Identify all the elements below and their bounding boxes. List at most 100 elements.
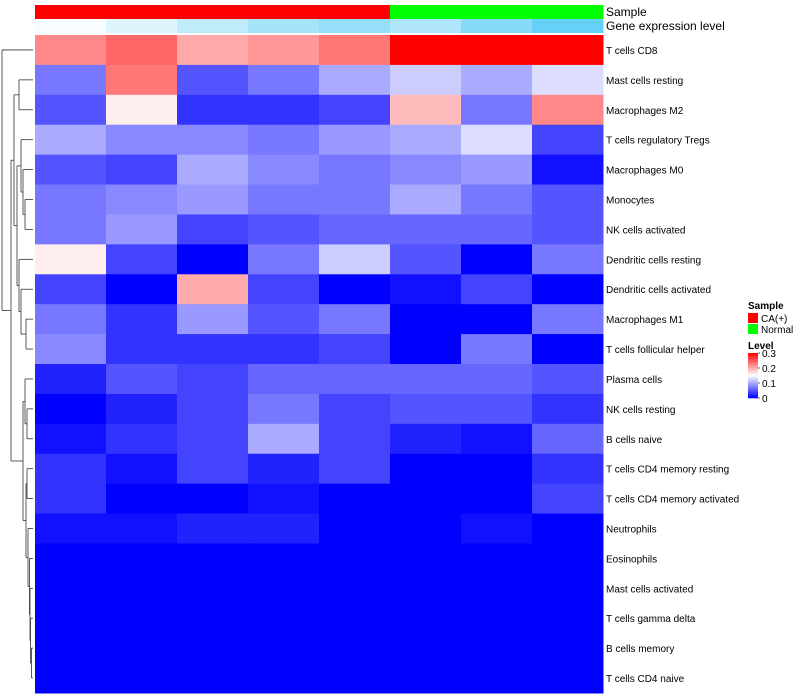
heatmap-cell — [461, 214, 533, 245]
level-bar-segment — [748, 390, 758, 393]
heatmap-cell — [532, 573, 604, 604]
row-label: Mast cells activated — [606, 584, 693, 595]
level-bar-segment — [748, 378, 758, 381]
heatmap-cell — [461, 244, 533, 275]
heatmap-cell — [461, 154, 533, 186]
heatmap-cell — [319, 334, 391, 365]
heatmap-cell — [35, 304, 107, 335]
sample-annotation-cell — [390, 5, 462, 19]
heatmap-cell — [177, 393, 249, 425]
legend-sample-title: Sample — [748, 301, 784, 312]
expression-annotation-cell — [532, 19, 604, 33]
legend-swatch — [748, 324, 758, 334]
heatmap-cell — [177, 274, 249, 305]
heatmap-cell — [106, 334, 178, 365]
heatmap-cell — [319, 274, 391, 305]
level-tick-label: 0.3 — [762, 349, 776, 360]
heatmap-cell — [248, 124, 320, 156]
heatmap-cell — [532, 543, 604, 574]
heatmap-cell — [35, 364, 107, 395]
heatmap-cell — [390, 304, 462, 335]
heatmap-cell — [177, 513, 249, 544]
level-bar-segment — [748, 360, 758, 363]
heatmap-cell — [248, 334, 320, 365]
heatmap-cell — [248, 64, 320, 96]
level-bar-segment — [748, 395, 758, 397]
level-bar-segment — [748, 396, 758, 399]
heatmap-cell — [106, 35, 178, 66]
heatmap-cell — [248, 453, 320, 485]
heatmap-cell — [319, 94, 391, 126]
legend-label: CA(+) — [761, 314, 787, 325]
heatmap-cell — [390, 274, 462, 305]
heatmap-cell — [390, 94, 462, 126]
heatmap-cell — [177, 64, 249, 96]
heatmap-cell — [177, 214, 249, 245]
row-label: NK cells resting — [606, 405, 675, 416]
heatmap-cell — [390, 513, 462, 544]
heatmap-cell — [532, 483, 604, 515]
heatmap-cell — [35, 483, 107, 515]
heatmap-cell — [390, 334, 462, 365]
sample-annotation-cell — [35, 5, 107, 19]
level-bar-segment — [748, 384, 758, 387]
row-label: T cells gamma delta — [606, 614, 696, 625]
row-label: Dendritic cells activated — [606, 285, 711, 296]
heatmap-cell — [248, 154, 320, 186]
heatmap-cell — [177, 304, 249, 335]
heatmap-cell — [461, 334, 533, 365]
row-label: Plasma cells — [606, 375, 662, 386]
row-label: Dendritic cells resting — [606, 255, 701, 266]
heatmap-cell — [319, 633, 391, 664]
row-label: Mast cells resting — [606, 76, 683, 87]
heatmap-cell — [106, 393, 178, 425]
heatmap-cell — [177, 603, 249, 634]
heatmap-cell — [177, 573, 249, 604]
heatmap-cell — [248, 304, 320, 335]
expression-annotation-cell — [461, 19, 533, 33]
heatmap-cell — [106, 513, 178, 544]
heatmap-cell — [35, 453, 107, 485]
heatmap-cell — [319, 124, 391, 156]
annotation-bars — [35, 5, 604, 33]
heatmap-cell — [248, 274, 320, 305]
row-label: T cells regulatory Tregs — [606, 136, 710, 147]
heatmap-cell — [390, 573, 462, 604]
level-bar-segment — [748, 369, 758, 372]
expression-annotation-cell — [177, 19, 249, 33]
heatmap-cell — [390, 35, 462, 66]
expression-annotation-cell — [106, 19, 178, 33]
heatmap-cell — [177, 184, 249, 215]
heatmap-cell — [248, 573, 320, 604]
heatmap-cell — [106, 244, 178, 275]
heatmap-cell — [461, 124, 533, 156]
heatmap-cell — [106, 573, 178, 604]
heatmap-cell — [319, 663, 391, 694]
heatmap-cell — [461, 633, 533, 664]
heatmap-cell — [461, 423, 533, 455]
heatmap-cell — [177, 423, 249, 455]
legend-swatch — [748, 313, 758, 323]
heatmap-cell — [461, 603, 533, 634]
heatmap-cell — [248, 543, 320, 574]
heatmap-cell — [35, 543, 107, 574]
heatmap-cell — [390, 603, 462, 634]
heatmap-cell — [390, 663, 462, 694]
level-bar-segment — [748, 389, 758, 391]
heatmap-cell — [319, 64, 391, 96]
heatmap-cell — [248, 214, 320, 245]
heatmap-cell — [532, 184, 604, 215]
heatmap-cell — [177, 483, 249, 515]
heatmap-cell — [461, 184, 533, 215]
heatmap-cell — [390, 214, 462, 245]
row-label: Neutrophils — [606, 525, 657, 536]
level-bar-segment — [748, 359, 758, 361]
level-bar-segment — [748, 354, 758, 357]
heatmap-cell — [319, 543, 391, 574]
level-bar-segment — [748, 372, 758, 375]
heatmap-cell — [461, 94, 533, 126]
row-label: T cells CD8 — [606, 46, 658, 57]
heatmap-cell — [106, 543, 178, 574]
level-bar-segment — [748, 386, 758, 388]
